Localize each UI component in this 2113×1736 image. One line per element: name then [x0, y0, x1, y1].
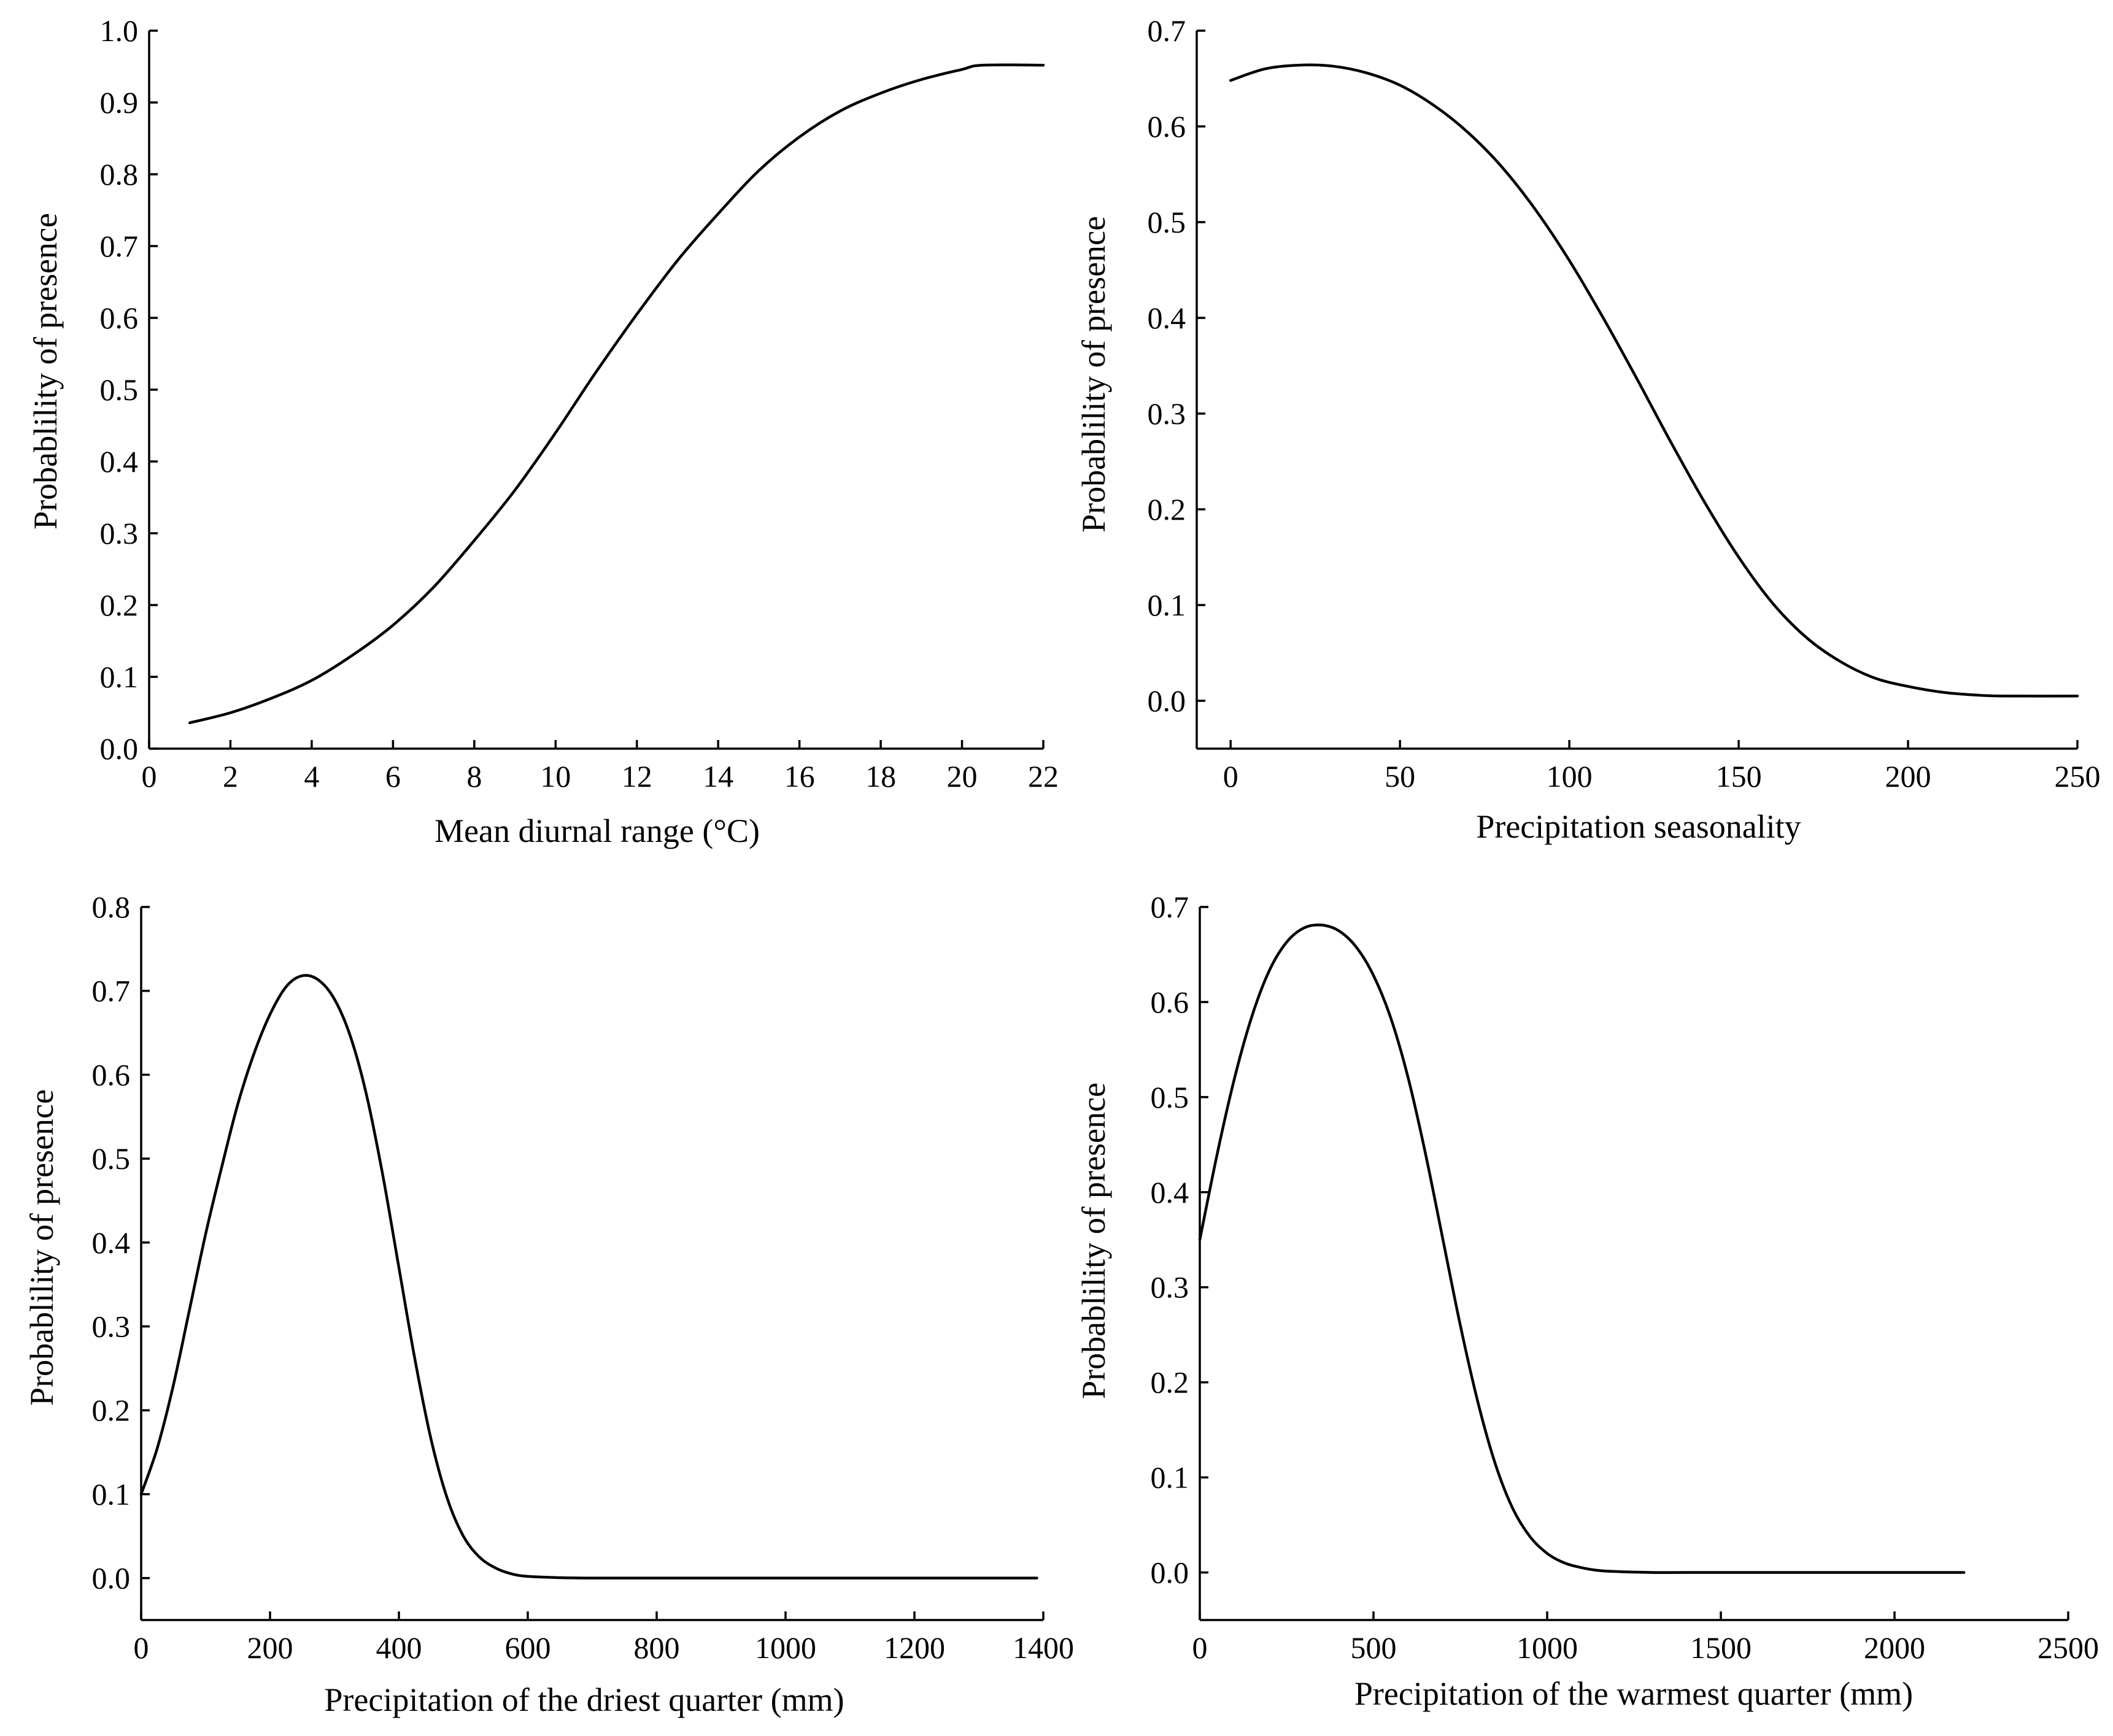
- y-tick-label: 0.8: [100, 157, 139, 191]
- chart-panel-precipitation-driest-quarter: Precipitation of the driest quarter (mm)…: [23, 890, 1074, 1718]
- x-tick-label: 250: [2055, 759, 2101, 793]
- x-tick-label: 600: [505, 1630, 551, 1665]
- y-axis-title: Probablility of presence: [1075, 1082, 1112, 1399]
- y-tick-label: 0.3: [1148, 396, 1186, 431]
- response-curve: [1198, 923, 1966, 1574]
- x-axis-title: Mean diurnal range (°C): [435, 812, 760, 849]
- y-tick-label: 0.2: [1151, 1365, 1189, 1400]
- y-tick-label: 0.7: [1148, 14, 1186, 48]
- response-curve: [139, 974, 1038, 1580]
- x-tick-label: 18: [865, 759, 896, 793]
- x-tick-label: 200: [1885, 759, 1931, 793]
- y-tick-label: 0.6: [1148, 109, 1186, 144]
- x-tick-label: 2000: [1864, 1630, 1925, 1665]
- x-tick-label: 1400: [1013, 1630, 1074, 1665]
- x-tick-label: 12: [622, 759, 652, 793]
- x-tick-label: 1000: [755, 1630, 816, 1665]
- x-tick-label: 20: [947, 759, 978, 793]
- y-tick-label: 0.7: [92, 974, 131, 1008]
- chart-panel-mean-diurnal-range: Mean diurnal range (°C) Probablility of …: [27, 14, 1059, 849]
- y-tick-label: 0.8: [92, 890, 131, 924]
- y-tick-label: 1.0: [100, 14, 139, 48]
- y-tick-label: 0.3: [92, 1310, 131, 1344]
- response-curve: [1229, 63, 2079, 698]
- y-axis-title: Probablility of presence: [27, 213, 64, 530]
- y-tick-label: 0.0: [1151, 1556, 1189, 1590]
- y-tick-label: 0.0: [92, 1561, 131, 1595]
- x-tick-label: 22: [1028, 759, 1059, 793]
- x-tick-label: 1500: [1690, 1630, 1752, 1665]
- y-tick-label: 0.6: [92, 1057, 131, 1092]
- y-tick-label: 0.6: [1151, 985, 1189, 1019]
- y-tick-label: 0.3: [100, 516, 139, 550]
- y-tick-label: 0.3: [1151, 1270, 1189, 1305]
- y-tick-label: 0.6: [100, 301, 139, 335]
- y-tick-label: 0.7: [1151, 890, 1189, 924]
- x-tick-label: 150: [1716, 759, 1762, 793]
- x-tick-label: 1000: [1516, 1630, 1578, 1665]
- x-tick-label: 8: [466, 759, 482, 793]
- x-tick-label: 0: [1223, 759, 1238, 793]
- y-tick-label: 0.1: [1148, 588, 1186, 622]
- y-tick-label: 0.1: [1151, 1460, 1189, 1495]
- y-tick-label: 0.4: [100, 444, 139, 479]
- y-tick-label: 0.1: [100, 660, 139, 694]
- y-tick-label: 0.9: [100, 85, 139, 120]
- x-tick-label: 500: [1351, 1630, 1397, 1665]
- y-tick-label: 0.5: [100, 372, 139, 407]
- x-tick-label: 1200: [884, 1630, 945, 1665]
- x-axis-title: Precipitation of the driest quarter (mm): [324, 1681, 844, 1718]
- x-tick-label: 16: [784, 759, 815, 793]
- y-tick-label: 0.5: [1151, 1080, 1189, 1114]
- x-axis-title: Precipitation of the warmest quarter (mm…: [1354, 1675, 1913, 1712]
- y-tick-label: 0.2: [1148, 492, 1186, 527]
- y-axis-title: Probablility of presence: [1075, 216, 1112, 533]
- x-tick-label: 0: [142, 759, 157, 793]
- y-tick-label: 0.4: [92, 1225, 131, 1260]
- y-tick-label: 0.1: [92, 1477, 131, 1511]
- y-tick-label: 0.4: [1151, 1175, 1189, 1209]
- response-curve: [188, 63, 1045, 725]
- x-tick-label: 100: [1547, 759, 1593, 793]
- x-axis-title: Precipitation seasonality: [1476, 808, 1801, 845]
- chart-panel-precipitation-seasonality: Precipitation seasonality Probablility o…: [1075, 14, 2101, 845]
- y-axis-title: Probablility of presence: [23, 1089, 60, 1406]
- x-tick-label: 400: [376, 1630, 422, 1665]
- y-tick-label: 0.2: [92, 1393, 131, 1427]
- x-tick-label: 10: [540, 759, 571, 793]
- x-tick-label: 2500: [2038, 1630, 2099, 1665]
- x-tick-label: 50: [1385, 759, 1415, 793]
- y-tick-label: 0.5: [1148, 205, 1186, 239]
- y-tick-label: 0.0: [100, 731, 139, 766]
- x-tick-label: 800: [634, 1630, 680, 1665]
- x-tick-label: 0: [1192, 1630, 1208, 1665]
- x-tick-label: 14: [703, 759, 733, 793]
- y-tick-label: 0.0: [1148, 684, 1186, 718]
- y-tick-label: 0.2: [100, 588, 139, 622]
- y-tick-label: 0.4: [1148, 301, 1186, 335]
- x-tick-label: 200: [247, 1630, 293, 1665]
- x-tick-label: 6: [385, 759, 401, 793]
- x-tick-label: 2: [223, 759, 238, 793]
- y-tick-label: 0.7: [100, 229, 139, 263]
- y-tick-label: 0.5: [92, 1141, 131, 1176]
- x-tick-label: 4: [304, 759, 319, 793]
- x-tick-label: 0: [134, 1630, 149, 1665]
- chart-panel-precipitation-warmest-quarter: Precipitation of the warmest quarter (mm…: [1075, 890, 2099, 1712]
